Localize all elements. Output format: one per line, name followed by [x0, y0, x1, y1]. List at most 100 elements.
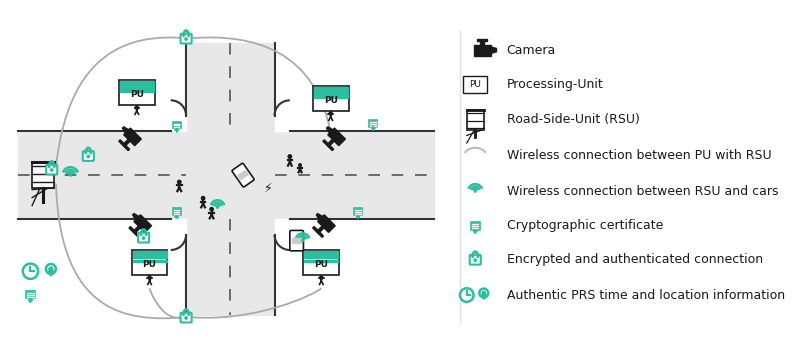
Bar — [173, 121, 181, 128]
Bar — [120, 86, 154, 88]
Circle shape — [49, 267, 53, 271]
Text: Road-Side-Unit (RSU): Road-Side-Unit (RSU) — [506, 113, 639, 126]
Text: Wireless connection between PU with RSU: Wireless connection between PU with RSU — [506, 149, 771, 162]
Circle shape — [357, 216, 359, 218]
Circle shape — [87, 155, 90, 158]
Bar — [186, 43, 274, 315]
Circle shape — [135, 106, 138, 109]
Text: Camera: Camera — [506, 44, 556, 57]
Circle shape — [50, 169, 53, 171]
Polygon shape — [490, 47, 497, 54]
Text: PU: PU — [470, 80, 481, 89]
Bar — [303, 250, 339, 276]
Circle shape — [474, 259, 477, 261]
Text: Wireless connection between RSU and cars: Wireless connection between RSU and cars — [506, 185, 778, 198]
Bar — [471, 222, 480, 230]
Text: PU: PU — [314, 260, 328, 269]
Bar — [18, 43, 186, 131]
Circle shape — [23, 264, 38, 279]
Bar — [124, 128, 142, 146]
Text: Processing-Unit: Processing-Unit — [506, 78, 603, 91]
Circle shape — [479, 289, 488, 297]
Bar — [354, 208, 362, 215]
Bar — [120, 89, 154, 92]
Circle shape — [142, 237, 145, 239]
Bar — [370, 120, 377, 127]
Circle shape — [474, 190, 476, 192]
Bar — [313, 227, 323, 237]
Polygon shape — [48, 271, 54, 276]
Bar — [477, 39, 487, 41]
Bar — [238, 170, 248, 180]
FancyBboxPatch shape — [181, 34, 192, 44]
Bar — [304, 256, 338, 258]
Bar — [314, 95, 348, 98]
Bar — [18, 131, 434, 219]
FancyBboxPatch shape — [470, 255, 481, 265]
Bar — [122, 139, 130, 147]
Text: PU: PU — [142, 260, 157, 269]
Bar — [173, 208, 181, 215]
Circle shape — [46, 264, 56, 274]
Bar — [327, 139, 334, 147]
Bar — [118, 140, 130, 151]
FancyBboxPatch shape — [46, 165, 58, 175]
Bar — [304, 259, 338, 262]
Circle shape — [460, 288, 474, 302]
Text: ⚡: ⚡ — [264, 181, 273, 194]
Bar — [313, 86, 349, 111]
Circle shape — [217, 207, 218, 208]
Bar — [328, 128, 346, 146]
Bar — [133, 251, 166, 254]
Bar — [129, 227, 140, 237]
Circle shape — [185, 38, 187, 40]
Polygon shape — [326, 127, 333, 133]
Circle shape — [298, 164, 302, 166]
Bar — [314, 87, 348, 90]
Bar — [133, 226, 140, 233]
Text: PU: PU — [324, 96, 338, 105]
Bar — [120, 81, 154, 84]
Bar — [474, 45, 490, 56]
Circle shape — [288, 155, 291, 158]
Bar — [18, 219, 186, 315]
Bar — [304, 251, 338, 254]
Polygon shape — [316, 214, 322, 220]
Polygon shape — [122, 127, 129, 133]
Bar — [274, 43, 434, 131]
Polygon shape — [133, 214, 139, 220]
FancyBboxPatch shape — [181, 313, 192, 322]
Bar — [292, 238, 302, 243]
Bar — [323, 140, 334, 151]
Bar — [274, 219, 434, 315]
FancyBboxPatch shape — [138, 233, 149, 243]
Bar — [32, 162, 54, 188]
Bar — [134, 215, 151, 232]
Bar — [317, 226, 324, 233]
Bar — [466, 110, 484, 130]
Circle shape — [148, 276, 151, 279]
Bar — [480, 39, 484, 45]
Circle shape — [474, 230, 476, 232]
Circle shape — [30, 299, 31, 301]
Circle shape — [176, 216, 178, 218]
Polygon shape — [482, 295, 486, 300]
Circle shape — [210, 208, 214, 211]
Text: Cryptographic certificate: Cryptographic certificate — [506, 219, 663, 232]
FancyBboxPatch shape — [290, 231, 303, 251]
FancyBboxPatch shape — [82, 151, 94, 161]
Bar — [133, 259, 166, 262]
Text: Encrypted and authenticated connection: Encrypted and authenticated connection — [506, 253, 763, 266]
Text: PU: PU — [130, 90, 144, 99]
Text: Authentic PRS time and location information: Authentic PRS time and location informat… — [506, 289, 785, 302]
Bar — [119, 80, 154, 105]
Circle shape — [329, 112, 332, 115]
Circle shape — [482, 291, 486, 295]
Circle shape — [176, 129, 178, 131]
Circle shape — [320, 276, 323, 279]
Bar — [132, 250, 167, 276]
Bar — [133, 256, 166, 258]
FancyBboxPatch shape — [232, 163, 254, 187]
Circle shape — [202, 196, 205, 200]
Bar — [26, 291, 35, 298]
